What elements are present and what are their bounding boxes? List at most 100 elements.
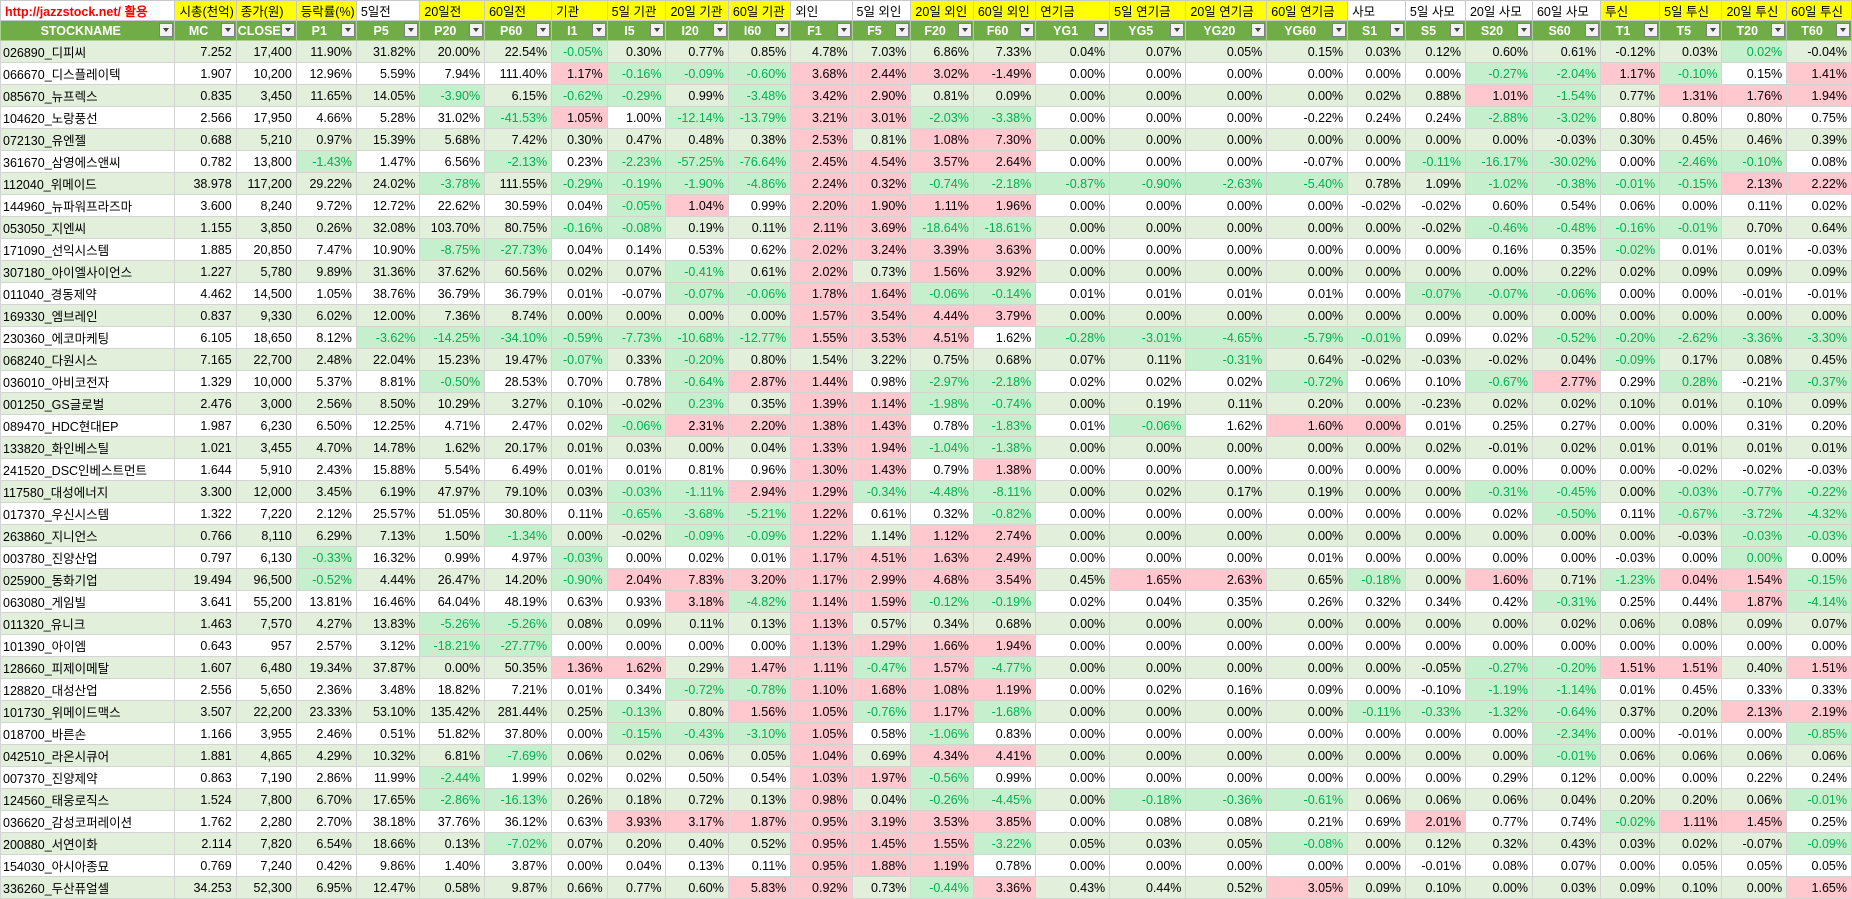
value-cell[interactable]: 0.32%	[910, 502, 974, 525]
value-cell[interactable]: 0.06%	[1347, 788, 1406, 811]
value-cell[interactable]: 9.87%	[484, 876, 553, 899]
value-cell[interactable]: 0.00%	[665, 304, 729, 327]
value-cell[interactable]: -0.10%	[1659, 62, 1723, 85]
value-cell[interactable]: -0.09%	[727, 524, 792, 547]
value-cell[interactable]: 0.01%	[1600, 678, 1661, 701]
table-row[interactable]: 063080_게임빌 3.641 55,200 13.81% 16.46% 64.04% 4…	[0, 590, 1852, 613]
value-cell[interactable]: 0.33%	[606, 348, 667, 371]
value-cell[interactable]: 3.53%	[910, 810, 974, 833]
value-cell[interactable]: -4.77%	[972, 656, 1037, 679]
value-cell[interactable]: 6.54%	[295, 832, 357, 855]
value-cell[interactable]: -0.03%	[1404, 348, 1466, 371]
value-cell[interactable]: 16.32%	[355, 546, 421, 569]
value-cell[interactable]: 0.58%	[851, 722, 912, 745]
value-cell[interactable]: 2.36%	[295, 678, 357, 701]
value-cell[interactable]: 1.01%	[1464, 84, 1533, 107]
stock-name-cell[interactable]: 001250_GS글로벌	[0, 392, 176, 415]
value-cell[interactable]: 0.00%	[1266, 502, 1349, 525]
value-cell[interactable]: 5.28%	[355, 106, 421, 129]
filter-dropdown-icon[interactable]	[957, 23, 972, 37]
value-cell[interactable]: -3.48%	[727, 84, 792, 107]
value-cell[interactable]: -0.23%	[1404, 392, 1466, 415]
value-cell[interactable]: 1.08%	[910, 678, 974, 701]
value-cell[interactable]: 0.24%	[1786, 766, 1852, 789]
value-cell[interactable]: 0.00%	[1109, 304, 1187, 327]
value-cell[interactable]: 0.00%	[1659, 282, 1723, 305]
value-cell[interactable]: 0.01%	[1721, 238, 1788, 261]
value-cell[interactable]: 5.37%	[295, 370, 357, 393]
value-cell[interactable]: 0.00%	[1185, 634, 1268, 657]
value-cell[interactable]: 3.17%	[665, 810, 729, 833]
value-cell[interactable]: -0.18%	[1109, 788, 1187, 811]
value-cell[interactable]: 0.09%	[1404, 326, 1466, 349]
value-cell[interactable]: -0.03%	[551, 546, 608, 569]
value-cell[interactable]: 0.06%	[1600, 744, 1661, 767]
value-cell[interactable]: 0.80%	[727, 348, 792, 371]
value-cell[interactable]: 0.00%	[1464, 612, 1533, 635]
value-cell[interactable]: 0.00%	[1404, 62, 1466, 85]
value-cell[interactable]: 0.06%	[665, 744, 729, 767]
value-cell[interactable]: -4.86%	[727, 172, 792, 195]
value-cell[interactable]: 15.88%	[355, 458, 421, 481]
value-cell[interactable]: -0.65%	[606, 502, 667, 525]
value-cell[interactable]: 0.33%	[1721, 678, 1788, 701]
value-cell[interactable]: 0.00%	[1109, 546, 1187, 569]
value-cell[interactable]: -0.03%	[1786, 524, 1852, 547]
value-cell[interactable]: -1.14%	[1531, 678, 1602, 701]
value-cell[interactable]: 0.06%	[1347, 370, 1406, 393]
value-cell[interactable]: 0.02%	[1464, 392, 1533, 415]
value-cell[interactable]: -0.37%	[1786, 370, 1852, 393]
value-cell[interactable]: -18.61%	[972, 216, 1037, 239]
value-cell[interactable]: 0.00%	[1185, 524, 1268, 547]
value-cell[interactable]: -0.64%	[665, 370, 729, 393]
value-cell[interactable]: -2.23%	[606, 150, 667, 173]
value-cell[interactable]: 1.62%	[972, 326, 1037, 349]
value-cell[interactable]: 0.95%	[790, 854, 853, 877]
value-cell[interactable]: 0.837	[174, 304, 237, 327]
value-cell[interactable]: 0.02%	[551, 260, 608, 283]
value-cell[interactable]: -0.20%	[665, 348, 729, 371]
value-cell[interactable]: 4.29%	[295, 744, 357, 767]
value-cell[interactable]: -0.15%	[1659, 172, 1723, 195]
value-cell[interactable]: 1.05%	[790, 722, 853, 745]
stock-name-cell[interactable]: 068240_다원시스	[0, 348, 176, 371]
value-cell[interactable]: 0.01%	[1109, 282, 1187, 305]
value-cell[interactable]: -2.88%	[1464, 106, 1533, 129]
value-cell[interactable]: 0.04%	[1531, 788, 1602, 811]
value-cell[interactable]: 0.00%	[1185, 62, 1268, 85]
value-cell[interactable]: 7.36%	[419, 304, 486, 327]
value-cell[interactable]: -3.72%	[1721, 502, 1788, 525]
value-cell[interactable]: -1.11%	[665, 480, 729, 503]
value-cell[interactable]: 0.11%	[727, 216, 792, 239]
value-cell[interactable]: 0.01%	[1659, 238, 1723, 261]
value-cell[interactable]: 1.57%	[910, 656, 974, 679]
value-cell[interactable]: -0.52%	[295, 568, 357, 591]
value-cell[interactable]: 96,500	[235, 568, 297, 591]
value-cell[interactable]: -0.07%	[551, 348, 608, 371]
value-cell[interactable]: 0.80%	[1600, 106, 1661, 129]
value-cell[interactable]: 0.19%	[665, 216, 729, 239]
value-cell[interactable]: 0.75%	[1786, 106, 1852, 129]
value-cell[interactable]: 1.10%	[790, 678, 853, 701]
value-cell[interactable]: 0.00%	[1600, 766, 1661, 789]
value-cell[interactable]: -16.17%	[1464, 150, 1533, 173]
value-cell[interactable]: 0.00%	[1109, 436, 1187, 459]
value-cell[interactable]: -12.14%	[665, 106, 729, 129]
value-cell[interactable]: -34.10%	[484, 326, 553, 349]
value-cell[interactable]: 0.00%	[1659, 766, 1723, 789]
value-cell[interactable]: 0.34%	[606, 678, 667, 701]
value-cell[interactable]: 12.72%	[355, 194, 421, 217]
table-row[interactable]: 036620_감성코퍼레이션 1.762 2,280 2.70% 38.18% 37.76…	[0, 810, 1852, 833]
value-cell[interactable]: 0.10%	[1659, 876, 1723, 899]
value-cell[interactable]: -0.72%	[665, 678, 729, 701]
value-cell[interactable]: 3.85%	[972, 810, 1037, 833]
value-cell[interactable]: 28.53%	[484, 370, 553, 393]
value-cell[interactable]: 1.62%	[419, 436, 486, 459]
value-cell[interactable]: 9.72%	[295, 194, 357, 217]
value-cell[interactable]: 0.00%	[1600, 414, 1661, 437]
value-cell[interactable]: -0.19%	[606, 172, 667, 195]
value-cell[interactable]: -7.02%	[484, 832, 553, 855]
filter-dropdown-icon[interactable]	[1332, 23, 1347, 37]
value-cell[interactable]: 0.38%	[727, 128, 792, 151]
value-cell[interactable]: 0.04%	[1109, 590, 1187, 613]
